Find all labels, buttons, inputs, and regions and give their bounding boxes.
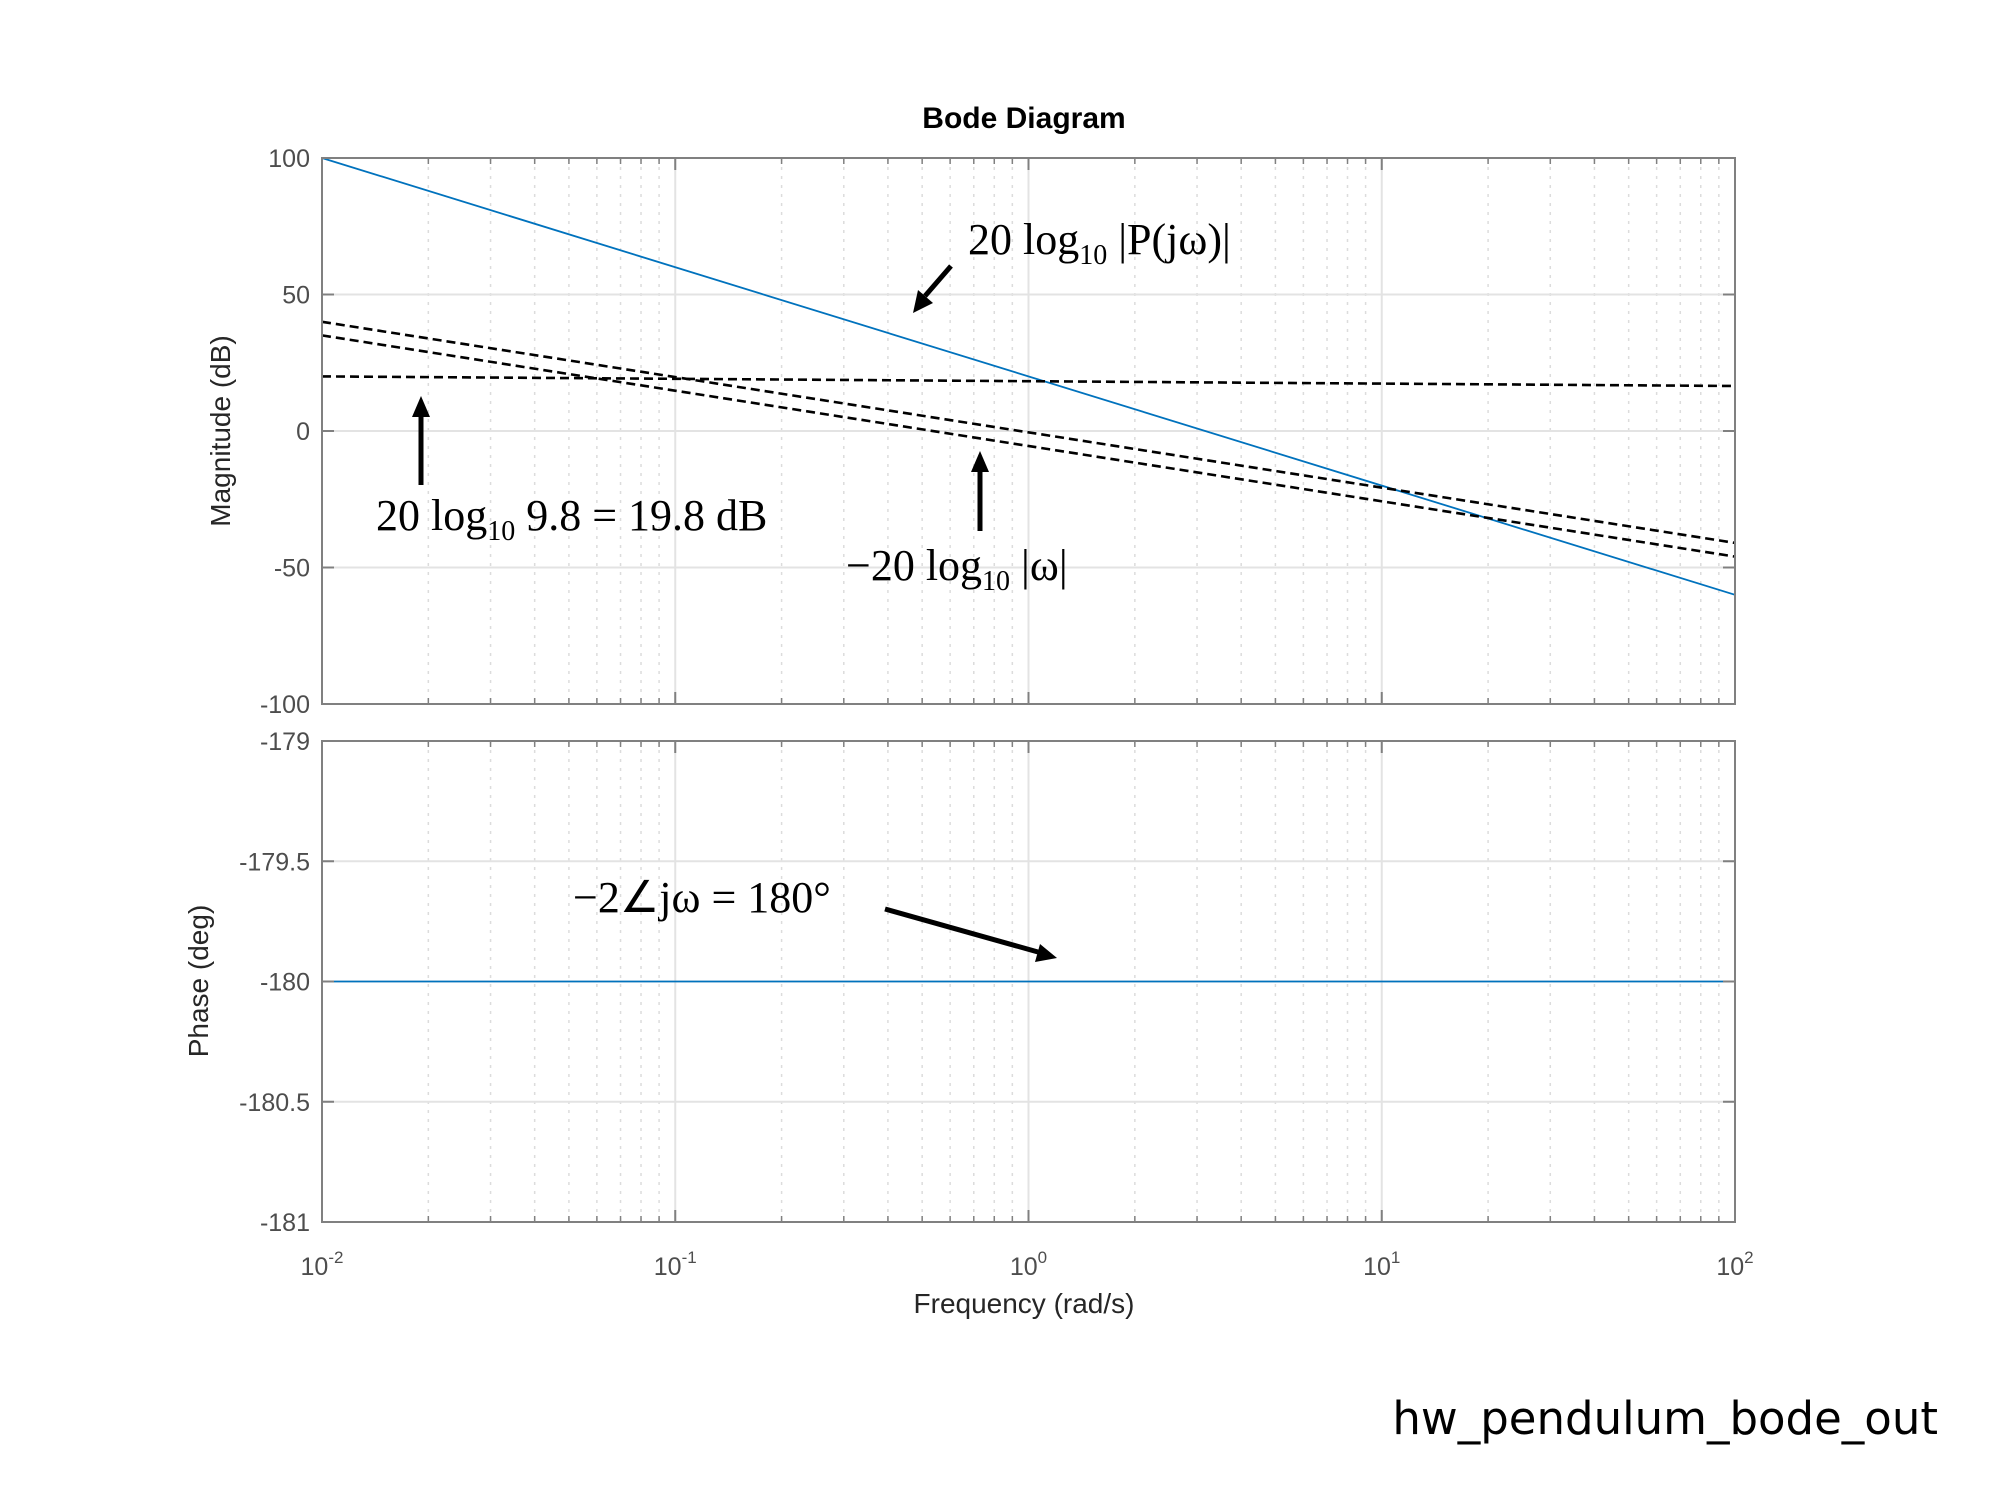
magnitude-y-tick-labels: 100 50 0 -50 -100 bbox=[260, 145, 310, 719]
annotation-integrator-rest: |ω| bbox=[1010, 541, 1068, 590]
y-tick-label: 100 bbox=[268, 145, 310, 173]
asymptote-line bbox=[321, 334, 1736, 558]
annotation-phase: −2∠jω = 180° bbox=[573, 873, 831, 922]
annotation-integrator-magnitude: −20 log10 |ω| bbox=[846, 541, 1068, 597]
x-tick-label: 100 bbox=[1010, 1248, 1047, 1281]
frequency-response-curve bbox=[321, 157, 1736, 596]
chart-title: Bode Diagram bbox=[922, 102, 1125, 135]
annotation-phase-main: −2∠jω = 180° bbox=[573, 873, 831, 922]
x-axis-label: Frequency (rad/s) bbox=[914, 1288, 1135, 1319]
annotation-arrowhead-phase bbox=[1035, 944, 1057, 962]
y-tick-label: -181 bbox=[260, 1209, 310, 1237]
figure-caption-label: hw_pendulum_bode_out bbox=[1392, 1392, 1938, 1445]
annotation-integrator-main: −20 log bbox=[846, 541, 982, 590]
y-tick-label: -180.5 bbox=[239, 1089, 310, 1117]
phase-x-tick-labels: 10-2 10-1 100 101 102 bbox=[301, 1248, 1754, 1281]
phase-tick-marks bbox=[321, 740, 1736, 1223]
y-tick-label: -180 bbox=[260, 969, 310, 997]
annotation-arrow-plant bbox=[923, 264, 953, 298]
magnitude-y-axis-label: Magnitude (dB) bbox=[205, 335, 236, 526]
x-tick-label: 10-2 bbox=[301, 1248, 344, 1281]
y-tick-label: -179.5 bbox=[239, 848, 310, 876]
x-tick-label: 101 bbox=[1363, 1248, 1400, 1281]
annotation-gain-constant-rest: 9.8 = 19.8 dB bbox=[515, 491, 767, 540]
annotation-gain-constant-sub: 10 bbox=[487, 516, 515, 547]
y-tick-label: 0 bbox=[296, 418, 310, 446]
annotation-arrow-phase bbox=[884, 906, 1039, 955]
annotation-plant-magnitude-rest: |P(jω)| bbox=[1107, 215, 1231, 264]
annotation-integrator-sub: 10 bbox=[982, 566, 1010, 597]
asymptote-line bbox=[321, 320, 1736, 545]
y-tick-label: -100 bbox=[260, 691, 310, 719]
x-tick-label: 10-1 bbox=[654, 1248, 697, 1281]
annotation-plant-magnitude: 20 log10 |P(jω)| bbox=[968, 215, 1231, 271]
annotation-arrowhead-gain bbox=[412, 396, 430, 417]
annotation-gain-constant: 20 log10 9.8 = 19.8 dB bbox=[376, 491, 767, 547]
phase-y-tick-labels: -179 -179.5 -180 -180.5 -181 bbox=[239, 728, 310, 1237]
y-tick-label: -179 bbox=[260, 728, 310, 756]
y-tick-label: -50 bbox=[274, 555, 310, 583]
asymptote-line bbox=[321, 375, 1736, 388]
y-tick-label: 50 bbox=[282, 282, 310, 310]
x-tick-label: 102 bbox=[1716, 1248, 1753, 1281]
annotation-plant-magnitude-sub: 10 bbox=[1079, 240, 1107, 271]
annotation-plant-magnitude-main: 20 log bbox=[968, 215, 1079, 264]
annotation-arrowhead-plant bbox=[913, 290, 933, 313]
magnitude-series-group bbox=[321, 157, 1736, 596]
phase-y-axis-label: Phase (deg) bbox=[183, 905, 214, 1058]
annotation-gain-constant-main: 20 log bbox=[376, 491, 487, 540]
annotation-arrowhead-integrator bbox=[971, 451, 989, 472]
magnitude-tick-marks bbox=[321, 157, 1736, 705]
phase-panel: -179-179.5-180-180.5-181 10-2 10-1 100 101 1… bbox=[183, 728, 1754, 1319]
